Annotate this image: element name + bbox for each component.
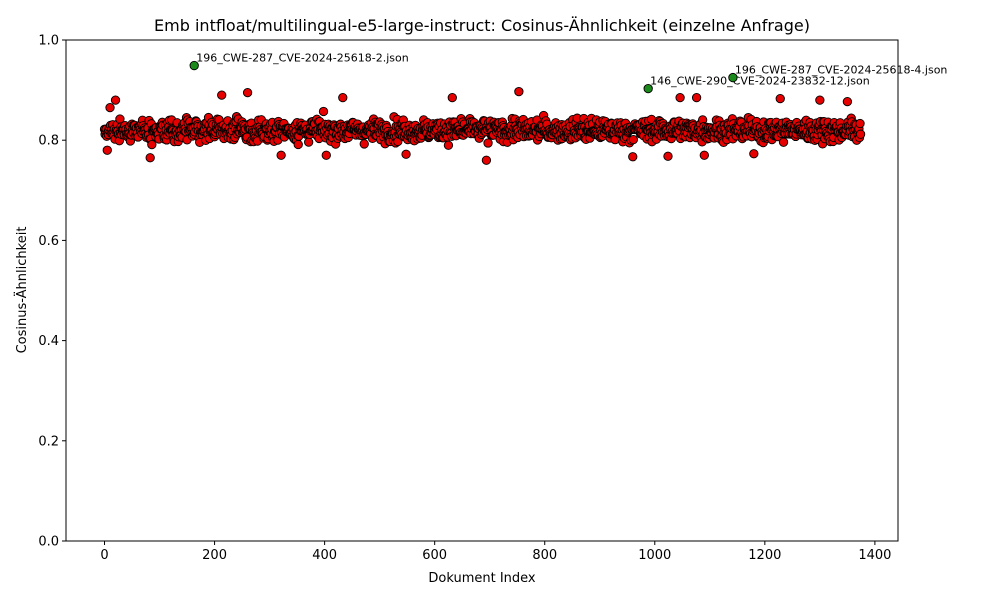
annotations: 196_CWE-287_CVE-2024-25618-2.json 146_CWE…	[189, 52, 948, 94]
data-point	[110, 95, 121, 105]
data-point	[842, 96, 853, 107]
data-point	[401, 149, 411, 159]
y-axis-label: Cosinus-Ähnlichkeit	[14, 227, 30, 354]
x-tick-label: 600	[422, 548, 447, 563]
highlight-point	[728, 72, 738, 83]
data-point	[855, 129, 866, 139]
data-point	[483, 138, 493, 148]
data-point	[217, 90, 227, 100]
data-point	[102, 145, 112, 155]
y-tick-label: 0.2	[38, 434, 59, 449]
data-point	[447, 92, 457, 103]
data-point	[276, 150, 286, 160]
data-point	[628, 134, 638, 145]
data-point	[242, 87, 253, 98]
x-axis: 0 200 400 600 800 1000 1200 1400	[100, 541, 891, 563]
x-tick-label: 200	[202, 548, 227, 563]
chart-title: Emb intfloat/multilingual-e5-large-instr…	[154, 16, 810, 35]
x-tick-label: 1400	[858, 548, 891, 563]
data-point	[675, 92, 685, 103]
point-annotation: 146_CWE-290_CVE-2024-23832-12.json	[650, 75, 870, 88]
point-annotation: 196_CWE-287_CVE-2024-25618-4.json	[735, 64, 948, 77]
data-point	[815, 95, 825, 105]
point-annotation: 196_CWE-287_CVE-2024-25618-2.json	[196, 52, 409, 65]
y-tick-label: 0.4	[38, 334, 59, 349]
data-point	[691, 92, 702, 103]
x-tick-label: 0	[100, 548, 108, 563]
y-tick-label: 0.8	[38, 134, 59, 149]
data-point	[749, 149, 759, 159]
data-point	[145, 153, 155, 163]
highlight-point	[189, 60, 199, 71]
x-axis-label: Dokument Index	[428, 571, 536, 586]
data-point	[105, 102, 115, 113]
data-point	[481, 155, 492, 165]
data-point	[359, 139, 369, 149]
data-point	[443, 140, 454, 150]
y-axis: 0.0 0.2 0.4 0.6 0.8 1.0	[38, 34, 66, 550]
data-point	[855, 118, 865, 129]
data-points	[99, 86, 866, 165]
x-tick-label: 1200	[748, 548, 781, 563]
data-point	[321, 150, 331, 160]
highlight-point	[643, 83, 653, 94]
data-point	[514, 86, 524, 97]
data-point	[663, 151, 673, 161]
data-point	[628, 152, 638, 162]
data-point	[304, 137, 314, 147]
data-point	[318, 106, 329, 117]
y-tick-label: 1.0	[38, 34, 59, 49]
data-point	[778, 137, 789, 147]
x-tick-label: 400	[312, 548, 337, 563]
data-point	[293, 139, 303, 150]
plot-frame	[65, 39, 899, 542]
data-point	[775, 93, 785, 104]
y-tick-label: 0.0	[38, 535, 59, 550]
data-point	[699, 150, 709, 160]
x-tick-label: 800	[532, 548, 557, 563]
x-tick-label: 1000	[638, 548, 671, 563]
data-point	[338, 92, 348, 103]
data-point	[147, 139, 157, 150]
y-tick-label: 0.6	[38, 234, 59, 249]
